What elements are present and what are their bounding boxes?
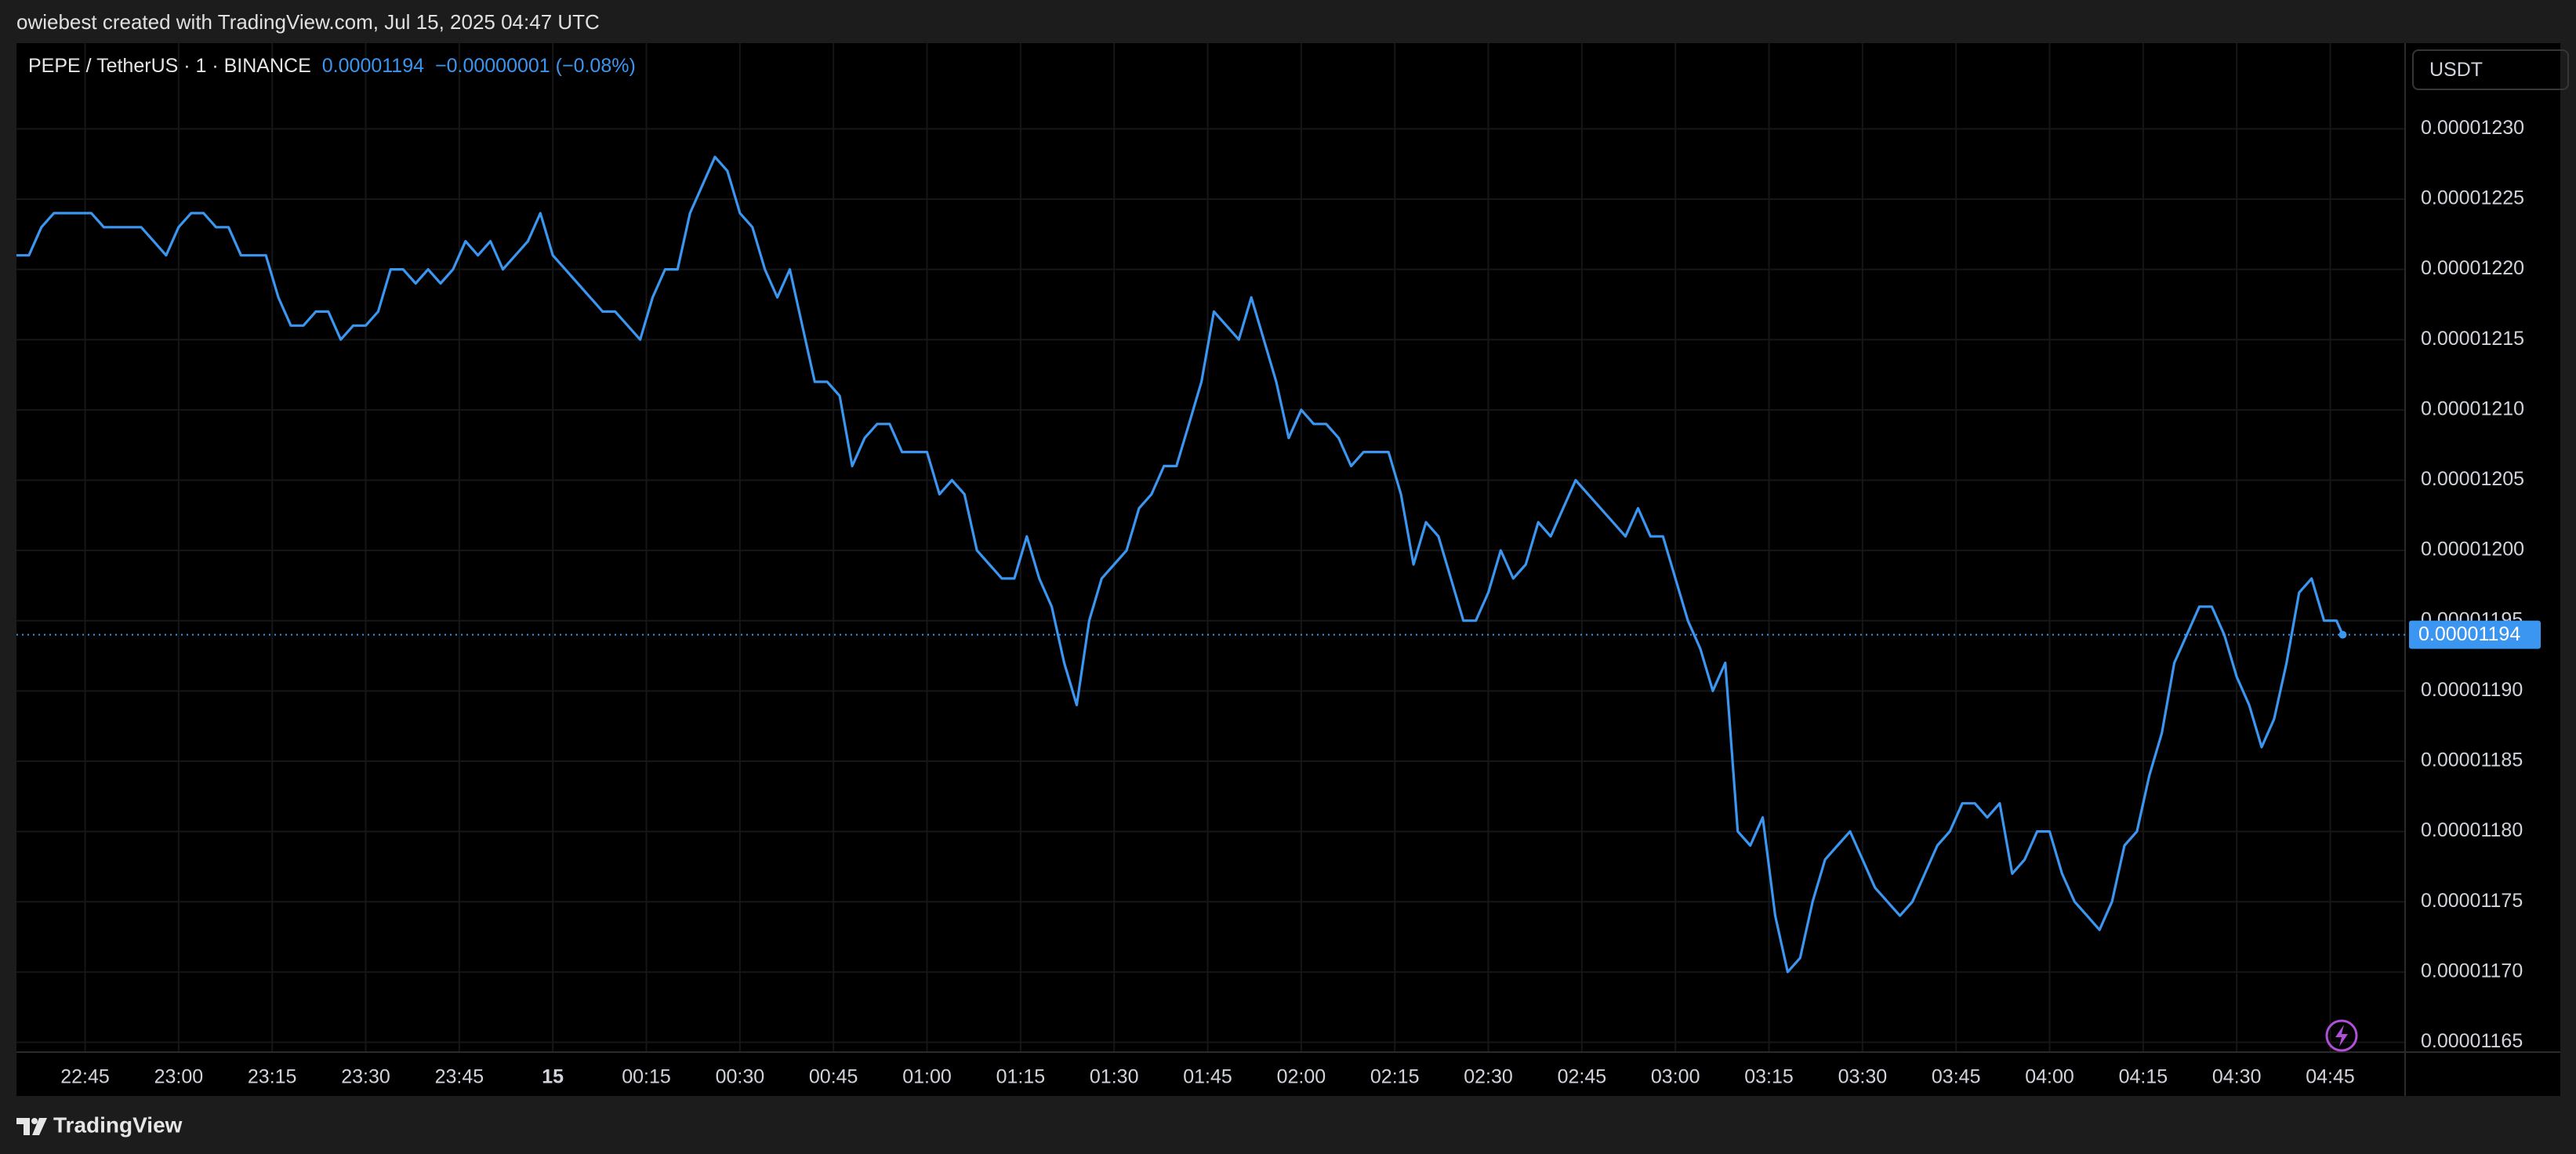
x-tick-label: 23:30 xyxy=(341,1066,390,1088)
last-price-box xyxy=(2409,620,2541,649)
y-tick-label: 0.00001180 xyxy=(2421,819,2523,841)
header-change: −0.00000001 (−0.08%) xyxy=(435,55,636,77)
y-tick-label: 0.00001225 xyxy=(2421,187,2524,209)
x-tick-label: 23:45 xyxy=(435,1066,484,1088)
x-tick-label: 01:45 xyxy=(1183,1066,1232,1088)
y-tick-label: 0.00001185 xyxy=(2421,749,2523,771)
x-tick-label: 02:30 xyxy=(1464,1066,1513,1088)
x-tick-label: 01:30 xyxy=(1090,1066,1139,1088)
last-price-label: 0.00001194 xyxy=(2418,623,2520,645)
x-tick-label: 04:45 xyxy=(2306,1066,2355,1088)
x-tick-label: 02:00 xyxy=(1277,1066,1326,1088)
x-tick-label: 03:30 xyxy=(1838,1066,1888,1088)
x-tick-label: 00:45 xyxy=(809,1066,858,1088)
x-tick-label: 02:45 xyxy=(1558,1066,1607,1088)
chart-header: PEPE / TetherUS · 1 · BINANCE 0.00001194… xyxy=(28,55,636,78)
y-tick-label: 0.00001170 xyxy=(2421,960,2523,982)
symbol: PEPE / TetherUS · 1 · BINANCE xyxy=(28,55,311,77)
y-tick-label: 0.00001190 xyxy=(2421,679,2523,701)
x-tick-label: 02:15 xyxy=(1370,1066,1420,1088)
y-tick-label: 0.00001205 xyxy=(2421,468,2524,490)
currency-button[interactable]: USDT xyxy=(2412,49,2569,90)
y-tick-label: 0.00001230 xyxy=(2421,117,2524,139)
x-tick-label: 03:00 xyxy=(1651,1066,1700,1088)
chart-panel xyxy=(16,43,2560,1096)
alert-icon[interactable] xyxy=(2325,1019,2358,1052)
x-tick-label: 01:15 xyxy=(996,1066,1046,1088)
x-tick-label: 22:45 xyxy=(60,1066,110,1088)
last-point xyxy=(2338,630,2347,639)
y-tick-label: 0.00001220 xyxy=(2421,257,2524,279)
y-tick-label: 0.00001215 xyxy=(2421,328,2524,350)
y-tick-label: 0.00001210 xyxy=(2421,397,2524,419)
x-tick-label: 04:00 xyxy=(2025,1066,2074,1088)
y-tick-label: 0.00001165 xyxy=(2421,1030,2523,1052)
x-tick-label: 23:15 xyxy=(248,1066,297,1088)
y-tick-label: 0.00001200 xyxy=(2421,539,2524,561)
price-line xyxy=(16,155,2344,974)
grid xyxy=(16,43,2405,1052)
x-tick-label: 15 xyxy=(542,1066,564,1088)
x-tick-label: 01:00 xyxy=(902,1066,952,1088)
x-tick-label: 04:30 xyxy=(2212,1066,2262,1088)
attribution: owiebest created with TradingView.com, J… xyxy=(16,10,600,34)
x-tick-label: 23:00 xyxy=(154,1066,204,1088)
footer-brand: TradingView xyxy=(53,1112,183,1137)
x-tick-label: 03:15 xyxy=(1744,1066,1794,1088)
header-price: 0.00001194 xyxy=(321,55,425,77)
x-tick-label: 04:15 xyxy=(2119,1066,2168,1088)
x-tick-label: 03:45 xyxy=(1932,1066,1981,1088)
x-tick-label: 00:15 xyxy=(622,1066,671,1088)
x-tick-label: 00:30 xyxy=(716,1066,765,1088)
footer-logo xyxy=(16,1118,47,1135)
y-tick-label: 0.00001175 xyxy=(2421,890,2523,912)
